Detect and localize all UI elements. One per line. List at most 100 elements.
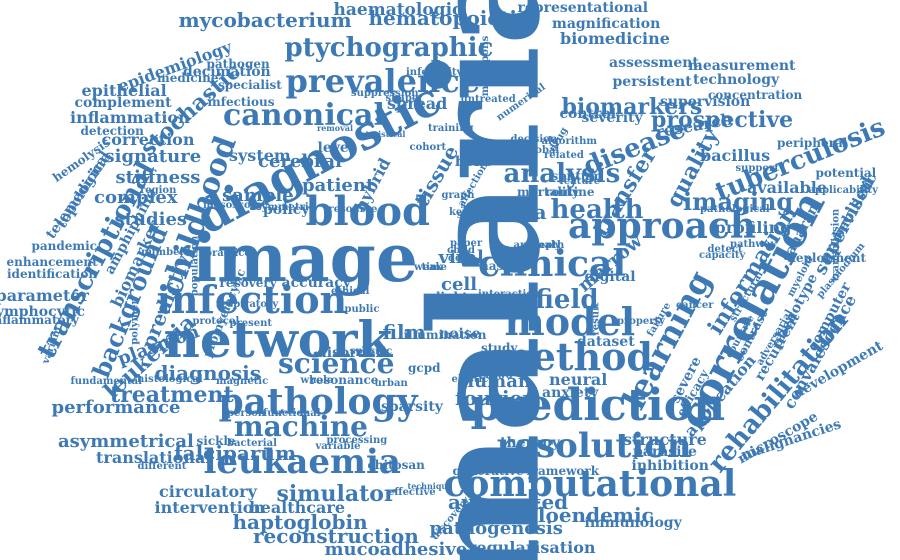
word-cloud-word: ptychographic bbox=[284, 33, 494, 63]
word-cloud-word: result bbox=[589, 302, 601, 336]
word-cloud-word: studies bbox=[114, 209, 188, 230]
word-cloud-word: resource bbox=[328, 204, 378, 215]
word-cloud-word: intervention bbox=[154, 498, 266, 517]
word-cloud-word: image bbox=[192, 219, 418, 297]
word-cloud-word: persistent bbox=[612, 74, 692, 90]
word-cloud-word: specific bbox=[350, 346, 393, 357]
word-cloud-word: simulator bbox=[276, 481, 396, 507]
word-cloud-word: treatment bbox=[110, 382, 234, 408]
word-cloud-word: urban bbox=[374, 378, 408, 389]
word-cloud-word: model bbox=[504, 299, 636, 344]
word-cloud-word: clinical bbox=[478, 243, 627, 285]
word-cloud-word: dose bbox=[448, 253, 474, 264]
word-cloud-word: measurement bbox=[688, 58, 796, 74]
word-cloud-word: canonical bbox=[223, 98, 385, 133]
word-cloud-word: graph bbox=[441, 190, 475, 201]
word-cloud-word: transmission bbox=[829, 208, 841, 282]
word-cloud-word: cohort bbox=[409, 142, 447, 153]
word-cloud-word: sickle bbox=[196, 434, 236, 448]
word-cloud-word: shape bbox=[385, 93, 419, 104]
word-cloud-word: neural bbox=[549, 370, 608, 389]
word-cloud-word: leukaemia bbox=[203, 442, 401, 482]
word-cloud-word: mycobacterium bbox=[178, 8, 352, 32]
word-cloud-word: stiffness bbox=[115, 167, 201, 188]
word-cloud-word: decision bbox=[510, 134, 558, 145]
word-cloud-word: fourier bbox=[455, 386, 533, 410]
word-cloud-word: film bbox=[382, 320, 426, 344]
word-cloud-word: pathological bbox=[700, 204, 770, 215]
word-cloud-word: population bbox=[188, 235, 200, 297]
word-cloud-word: statistical bbox=[361, 129, 406, 139]
word-cloud-word: haematologic bbox=[333, 0, 463, 20]
word-cloud-word: health bbox=[550, 195, 644, 225]
word-cloud-word: applicability bbox=[808, 185, 878, 196]
word-cloud-word: mortality bbox=[517, 185, 579, 199]
word-cloud-word: person bbox=[227, 408, 266, 419]
word-cloud-word: decimation bbox=[183, 64, 271, 80]
word-cloud-word: imaging bbox=[683, 187, 794, 216]
word-cloud-word: control bbox=[559, 106, 617, 122]
word-cloud-word: pathology bbox=[218, 381, 418, 423]
word-cloud-word: signature bbox=[104, 146, 202, 167]
word-cloud-word: child bbox=[447, 245, 475, 256]
word-cloud-word: profiling bbox=[714, 218, 792, 237]
word-cloud-word: policy bbox=[263, 202, 310, 218]
word-cloud-word: medicine bbox=[157, 71, 219, 85]
word-cloud-word: analysis bbox=[503, 159, 621, 189]
word-cloud-word: study bbox=[481, 341, 518, 355]
word-cloud-word: science bbox=[278, 347, 395, 380]
word-cloud-word: technology bbox=[693, 72, 780, 88]
word-cloud-word: effective bbox=[388, 487, 436, 498]
word-cloud-word: patient bbox=[302, 175, 375, 196]
word-cloud-word: processing bbox=[326, 435, 388, 446]
word-cloud-word: machine bbox=[234, 410, 368, 443]
word-cloud-word: anomaly bbox=[513, 240, 561, 251]
word-cloud-word: resolution bbox=[496, 426, 692, 466]
word-cloud-word: immunology bbox=[584, 515, 682, 531]
word-cloud-word: infectivity bbox=[406, 67, 463, 78]
word-cloud-word: inflammatory bbox=[0, 313, 79, 327]
word-cloud-word: severity bbox=[581, 110, 643, 126]
word-cloud-word: histological bbox=[137, 374, 203, 385]
word-cloud-word: anxiety bbox=[542, 385, 599, 401]
word-cloud-word: number bbox=[141, 247, 185, 258]
word-cloud-word: routine bbox=[545, 185, 595, 199]
word-cloud-word: reconstruction bbox=[253, 524, 419, 548]
word-cloud-word: deployment bbox=[787, 251, 867, 265]
word-cloud-word: variable bbox=[315, 441, 361, 452]
word-cloud-word: performance bbox=[51, 397, 181, 418]
word-cloud-word: spread bbox=[387, 94, 448, 113]
word-cloud-word: prospective bbox=[651, 107, 794, 133]
word-cloud-word: representational bbox=[517, 0, 649, 16]
word-cloud-word: noise bbox=[439, 326, 481, 342]
word-cloud-word: global bbox=[524, 145, 560, 156]
word-cloud-word: concentration bbox=[708, 88, 803, 102]
word-cloud-word: detection bbox=[80, 124, 144, 138]
word-cloud-word: diagnosis bbox=[154, 361, 262, 385]
word-cloud-word: sample bbox=[222, 185, 294, 206]
word-cloud-word: biomedicine bbox=[560, 29, 670, 48]
word-cloud-word: available bbox=[747, 178, 827, 197]
word-cloud-word: detect bbox=[707, 244, 743, 255]
word-cloud-word: prevalence bbox=[285, 62, 481, 100]
word-cloud-word: illumination bbox=[403, 328, 487, 342]
word-cloud-word: structure bbox=[623, 430, 707, 449]
word-cloud-word: practice bbox=[205, 248, 251, 259]
word-cloud-word: asymmetric bbox=[249, 202, 315, 213]
word-cloud-word: system bbox=[229, 146, 291, 165]
word-cloud-word: polymer bbox=[129, 299, 141, 345]
word-cloud-word: level bbox=[317, 140, 355, 156]
word-cloud-word: property bbox=[617, 316, 665, 327]
word-cloud-word: inhibition bbox=[631, 458, 709, 474]
word-cloud-word: cell bbox=[441, 274, 478, 295]
word-cloud-word: elastic bbox=[451, 374, 489, 385]
word-cloud-word: asymmetrical bbox=[58, 431, 194, 452]
word-cloud-word: network bbox=[163, 310, 393, 369]
word-cloud-word: data bbox=[497, 200, 547, 224]
word-cloud-word: field bbox=[535, 285, 599, 315]
word-cloud-word: feature bbox=[559, 176, 601, 187]
word-cloud-word: cancer bbox=[676, 300, 714, 311]
word-cloud-word: healthcare bbox=[249, 498, 345, 517]
word-cloud-word: digital bbox=[584, 269, 636, 285]
